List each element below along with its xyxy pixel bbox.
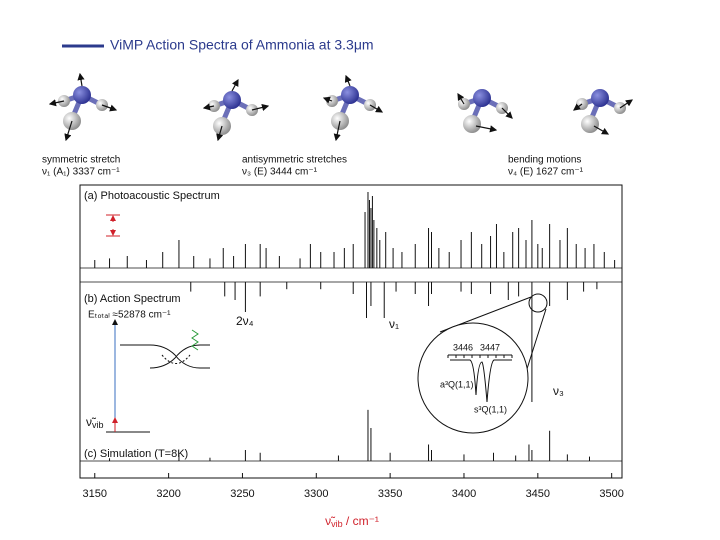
mode-detail: ν₁ (A₁) 3337 cm⁻¹: [42, 167, 120, 178]
vib-label: ν̃vib: [86, 415, 104, 430]
annotation: 2ν₄: [236, 314, 254, 328]
zoom-inset: [417, 293, 548, 434]
x-label-unit: / cm⁻¹: [343, 514, 379, 528]
energy-diagram: [106, 319, 210, 433]
title: ViMP Action Spectra of Ammonia at 3.3μm: [110, 37, 374, 53]
molecule: [208, 91, 258, 135]
zoom-label: a³Q(1,1): [440, 379, 474, 389]
x-tick-label: 3450: [526, 488, 550, 500]
mode-label: antisymmetric stretches: [242, 155, 347, 166]
mode-detail: ν₃ (E) 3444 cm⁻¹: [242, 167, 318, 178]
vib-symbol: ν̃: [86, 415, 97, 429]
mode-label: symmetric stretch: [42, 155, 120, 166]
x-tick-label: 3250: [230, 488, 254, 500]
x-tick-label: 3400: [452, 488, 476, 500]
mode-label: bending motions: [508, 155, 581, 166]
mode-detail: ν₄ (E) 1627 cm⁻¹: [508, 167, 584, 178]
panel-title: (c) Simulation (T=8K): [84, 448, 188, 460]
molecule: [458, 89, 508, 133]
zoom-tick: 3446: [453, 342, 473, 352]
x-tick-label: 3500: [599, 488, 623, 500]
x-label-subscript: vib: [331, 519, 343, 529]
annotation: ν₃: [553, 384, 564, 398]
motion-arrows: [48, 72, 633, 142]
x-tick-label: 3300: [304, 488, 328, 500]
x-tick-label: 3350: [378, 488, 402, 500]
x-tick-label: 3150: [83, 488, 107, 500]
zoom-label: s³Q(1,1): [474, 404, 507, 414]
plot-frame: [79, 184, 623, 479]
molecule: [58, 86, 108, 130]
vib-subscript: vib: [92, 420, 104, 430]
zoom-tick: 3447: [480, 342, 500, 352]
annotation: ν₁: [389, 317, 399, 331]
x-label-symbol: ν̃: [325, 514, 336, 528]
x-tick-label: 3200: [156, 488, 180, 500]
panel-title: (a) Photoacoustic Spectrum: [84, 190, 220, 202]
molecule: [576, 89, 626, 133]
x-axis-label: ν̃vib / cm⁻¹: [325, 514, 379, 529]
molecule: [326, 86, 376, 130]
energy-label: Eₜₒₜₐₗ ≈52878 cm⁻¹: [88, 310, 171, 321]
scale-bar: [106, 214, 120, 237]
panel-title: (b) Action Spectrum: [84, 293, 181, 305]
